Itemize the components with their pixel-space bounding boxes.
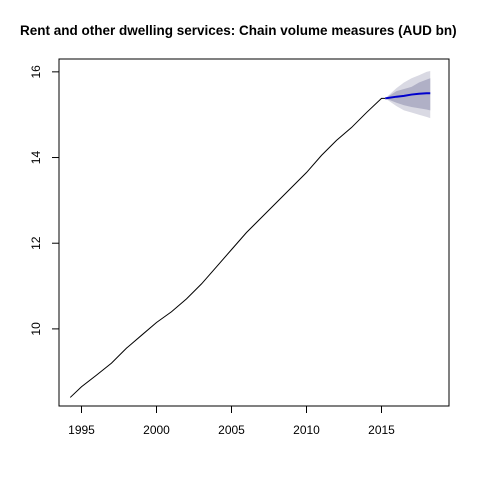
x-tick-label: 2005 [218,423,245,437]
plot-frame [58,58,450,407]
x-tick-label: 2000 [143,423,170,437]
y-tick-label: 12 [29,236,43,250]
y-axis: 10 12 14 16 [29,65,60,336]
forecast-series-line [385,92,431,100]
y-tick-label: 14 [29,151,43,165]
x-tick-label: 2010 [293,423,320,437]
x-axis: 1995 2000 2005 2010 2015 [68,405,395,437]
y-tick-label: 16 [29,65,43,79]
x-tick-label: 2015 [368,423,395,437]
x-tick-label: 1995 [68,423,95,437]
chart-title: Rent and other dwelling services: Chain … [20,23,457,38]
y-tick-label: 10 [29,322,43,336]
plot-area [69,70,431,398]
history-series-line [69,97,386,398]
